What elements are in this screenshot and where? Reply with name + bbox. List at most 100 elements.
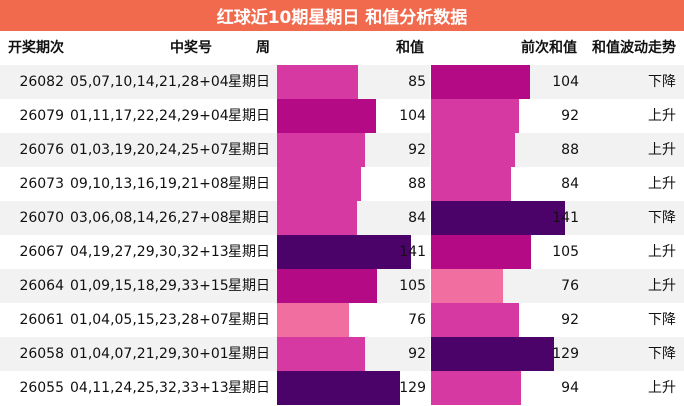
prev-sum-value: 92: [561, 312, 579, 328]
table-row: 26076 01,03,19,20,24,25+07 星期日 92 88 上升: [0, 133, 684, 167]
week-cell: 星期日: [228, 380, 270, 396]
sum-value: 88: [408, 176, 426, 192]
trend-cell: 上升: [648, 244, 676, 260]
sum-value: 105: [399, 278, 426, 294]
issue-cell: 26076: [19, 142, 64, 158]
sum-value: 84: [408, 210, 426, 226]
sum-bar: [277, 65, 358, 99]
issue-cell: 26064: [19, 278, 64, 294]
issue-cell: 26067: [19, 244, 64, 260]
issue-cell: 26070: [19, 210, 64, 226]
sum-bar: [277, 303, 349, 337]
sum-value: 129: [399, 380, 426, 396]
column-divider: [430, 167, 431, 201]
issue-cell: 26073: [19, 176, 64, 192]
trend-cell: 上升: [648, 278, 676, 294]
table-row: 26082 05,07,10,14,21,28+04 星期日 85 104 下降: [0, 65, 684, 99]
prev-sum-bar: [431, 337, 554, 371]
numbers-cell: 01,11,17,22,24,29+04: [70, 108, 229, 124]
prev-sum-bar: [431, 371, 521, 405]
prev-sum-value: 84: [561, 176, 579, 192]
week-cell: 星期日: [228, 312, 270, 328]
header-issue: 开奖期次: [8, 40, 64, 56]
numbers-cell: 01,04,05,15,23,28+07: [70, 312, 229, 328]
column-divider: [430, 99, 431, 133]
prev-sum-value: 105: [552, 244, 579, 260]
chart-title: 红球近10期星期日 和值分析数据: [0, 0, 684, 31]
trend-cell: 上升: [648, 380, 676, 396]
table-row: 26061 01,04,05,15,23,28+07 星期日 76 92 下降: [0, 303, 684, 337]
header-week: 周: [256, 40, 270, 56]
column-divider: [430, 65, 431, 99]
trend-cell: 下降: [648, 74, 676, 90]
sum-bar: [277, 133, 365, 167]
trend-cell: 下降: [648, 312, 676, 328]
trend-cell: 上升: [648, 142, 676, 158]
sum-bar: [277, 235, 411, 269]
header-prev-sum: 前次和值: [521, 40, 577, 56]
week-cell: 星期日: [228, 176, 270, 192]
table-row: 26058 01,04,07,21,29,30+01 星期日 92 129 下降: [0, 337, 684, 371]
issue-cell: 26079: [19, 108, 64, 124]
issue-cell: 26061: [19, 312, 64, 328]
sum-value: 104: [399, 108, 426, 124]
sum-bar: [277, 371, 400, 405]
prev-sum-value: 76: [561, 278, 579, 294]
numbers-cell: 04,19,27,29,30,32+13: [70, 244, 229, 260]
week-cell: 星期日: [228, 210, 270, 226]
sum-value: 92: [408, 346, 426, 362]
trend-cell: 上升: [648, 176, 676, 192]
prev-sum-bar: [431, 235, 531, 269]
sum-bar: [277, 201, 357, 235]
prev-sum-value: 141: [552, 210, 579, 226]
sum-bar: [277, 269, 377, 303]
issue-cell: 26058: [19, 346, 64, 362]
sum-value: 85: [408, 74, 426, 90]
numbers-cell: 03,06,08,14,26,27+08: [70, 210, 229, 226]
prev-sum-bar: [431, 65, 530, 99]
numbers-cell: 05,07,10,14,21,28+04: [70, 74, 229, 90]
column-divider: [430, 133, 431, 167]
numbers-cell: 04,11,24,25,32,33+13: [70, 380, 229, 396]
prev-sum-bar: [431, 201, 565, 235]
column-divider: [430, 371, 431, 405]
numbers-cell: 09,10,13,16,19,21+08: [70, 176, 229, 192]
prev-sum-value: 92: [561, 108, 579, 124]
prev-sum-value: 129: [552, 346, 579, 362]
week-cell: 星期日: [228, 346, 270, 362]
prev-sum-value: 104: [552, 74, 579, 90]
sum-value: 92: [408, 142, 426, 158]
table-row: 26067 04,19,27,29,30,32+13 星期日 141 105 上升: [0, 235, 684, 269]
column-divider: [430, 235, 431, 269]
column-divider: [430, 269, 431, 303]
numbers-cell: 01,03,19,20,24,25+07: [70, 142, 229, 158]
column-divider: [430, 303, 431, 337]
prev-sum-value: 94: [561, 380, 579, 396]
column-divider: [430, 201, 431, 235]
sum-bar: [277, 167, 361, 201]
trend-cell: 下降: [648, 346, 676, 362]
prev-sum-bar: [431, 269, 503, 303]
numbers-cell: 01,09,15,18,29,33+15: [70, 278, 229, 294]
numbers-cell: 01,04,07,21,29,30+01: [70, 346, 229, 362]
week-cell: 星期日: [228, 278, 270, 294]
week-cell: 星期日: [228, 244, 270, 260]
issue-cell: 26055: [19, 380, 64, 396]
trend-cell: 上升: [648, 108, 676, 124]
prev-sum-bar: [431, 167, 511, 201]
sum-bar: [277, 337, 365, 371]
prev-sum-bar: [431, 99, 519, 133]
trend-cell: 下降: [648, 210, 676, 226]
table-row: 26073 09,10,13,16,19,21+08 星期日 88 84 上升: [0, 167, 684, 201]
table-row: 26079 01,11,17,22,24,29+04 星期日 104 92 上升: [0, 99, 684, 133]
prev-sum-value: 88: [561, 142, 579, 158]
prev-sum-bar: [431, 303, 519, 337]
sum-value: 141: [399, 244, 426, 260]
table-row: 26055 04,11,24,25,32,33+13 星期日 129 94 上升: [0, 371, 684, 405]
issue-cell: 26082: [19, 74, 64, 90]
week-cell: 星期日: [228, 108, 270, 124]
table-row: 26070 03,06,08,14,26,27+08 星期日 84 141 下降: [0, 201, 684, 235]
header-trend: 和值波动走势: [592, 40, 676, 56]
week-cell: 星期日: [228, 142, 270, 158]
sum-value: 76: [408, 312, 426, 328]
